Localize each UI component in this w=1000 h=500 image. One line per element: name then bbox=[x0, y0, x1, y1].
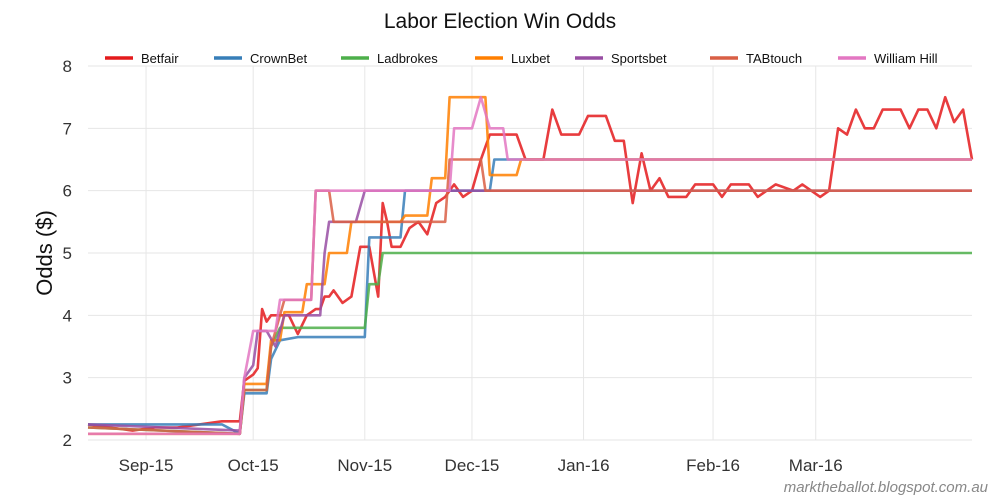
y-tick-label: 5 bbox=[63, 244, 72, 263]
source-credit: marktheballot.blogspot.com.au bbox=[784, 479, 989, 496]
series-line-luxbet bbox=[88, 95, 972, 436]
x-tick-label: Jan-16 bbox=[558, 456, 610, 475]
x-tick-label: Feb-16 bbox=[686, 456, 740, 475]
y-tick-label: 7 bbox=[63, 119, 72, 138]
legend-item: Luxbet bbox=[475, 51, 550, 66]
series-line-tabtouch bbox=[87, 158, 972, 436]
legend-label: CrownBet bbox=[250, 51, 307, 66]
y-tick-label: 2 bbox=[63, 431, 72, 450]
series-line-ladbrokes bbox=[87, 251, 972, 436]
series-line-crownbet bbox=[88, 158, 972, 436]
legend: Betfair CrownBet Ladbrokes Luxbet Sportsbet T… bbox=[105, 51, 938, 66]
y-tick-label: 3 bbox=[63, 369, 72, 388]
x-tick-label: Nov-15 bbox=[337, 456, 392, 475]
legend-label: Sportsbet bbox=[611, 51, 667, 66]
legend-item: CrownBet bbox=[214, 51, 307, 66]
y-tick-label: 6 bbox=[63, 182, 72, 201]
y-tick-label: 4 bbox=[63, 306, 72, 325]
legend-item: William Hill bbox=[838, 51, 938, 66]
legend-label: Ladbrokes bbox=[377, 51, 438, 66]
series-lines bbox=[87, 95, 974, 436]
legend-label: Betfair bbox=[141, 51, 179, 66]
chart-title: Labor Election Win Odds bbox=[384, 10, 616, 33]
y-tick-label: 8 bbox=[63, 57, 72, 76]
y-axis: 2 3 4 5 6 7 8 bbox=[63, 57, 72, 450]
series-line-betfair bbox=[87, 95, 974, 432]
x-tick-label: Sep-15 bbox=[119, 456, 174, 475]
legend-item: TABtouch bbox=[710, 51, 802, 66]
x-tick-label: Mar-16 bbox=[789, 456, 843, 475]
legend-label: TABtouch bbox=[746, 51, 802, 66]
x-axis: Sep-15 Oct-15 Nov-15 Dec-15 Jan-16 Feb-16 Mar-… bbox=[119, 456, 843, 475]
legend-item: Betfair bbox=[105, 51, 179, 66]
series-line-sportsbet bbox=[87, 189, 972, 432]
legend-item: Sportsbet bbox=[575, 51, 667, 66]
legend-item: Ladbrokes bbox=[341, 51, 438, 66]
x-tick-label: Dec-15 bbox=[445, 456, 500, 475]
legend-label: Luxbet bbox=[511, 51, 550, 66]
y-axis-label: Odds ($) bbox=[32, 210, 57, 296]
series-line-william-hill bbox=[88, 95, 972, 436]
x-tick-label: Oct-15 bbox=[228, 456, 279, 475]
legend-label: William Hill bbox=[874, 51, 938, 66]
